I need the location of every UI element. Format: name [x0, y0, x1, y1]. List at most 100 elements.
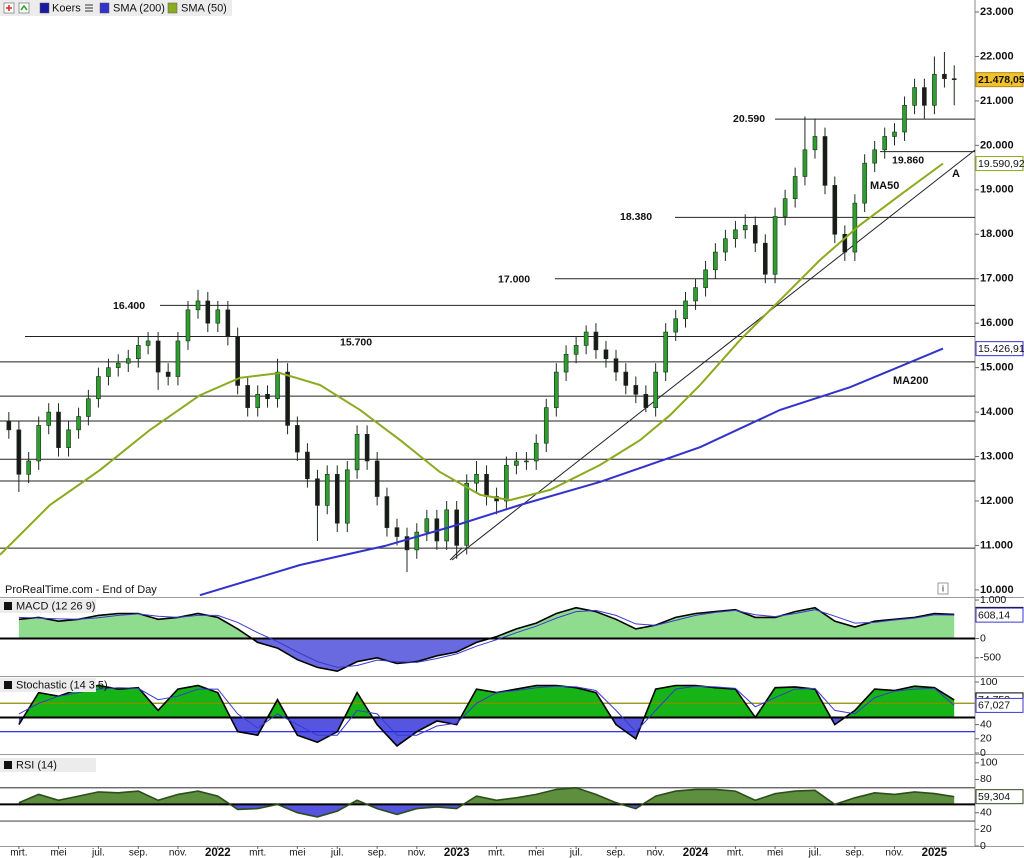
- candle-body: [315, 478, 320, 506]
- candle-body: [862, 162, 867, 204]
- moving-average-line: [0, 162, 944, 556]
- x-tick-label: mei: [528, 848, 544, 858]
- candle-body: [673, 318, 679, 333]
- y-tick-label: 20: [980, 733, 992, 745]
- candle-body: [145, 340, 151, 346]
- candle-body: [46, 411, 52, 426]
- candle-body: [653, 371, 658, 408]
- candle-body: [285, 371, 290, 426]
- x-tick-label: 2024: [683, 847, 709, 858]
- candle-body: [802, 149, 808, 177]
- candle-body: [175, 340, 181, 377]
- candle-body: [713, 251, 718, 271]
- y-tick-label: 40: [980, 807, 992, 819]
- candle-body: [305, 451, 310, 480]
- source-label: ProRealTime.com - End of Day: [5, 584, 157, 596]
- candle-body: [553, 371, 559, 408]
- x-tick-label: 2025: [922, 847, 948, 858]
- y-tick-label: 20: [980, 823, 992, 835]
- support-level-label: 20.590: [733, 113, 765, 125]
- candle-body: [723, 238, 728, 253]
- last-value-label: 59,304: [978, 791, 1010, 803]
- indicator-line: [18, 685, 955, 736]
- last-value-label: 67,027: [978, 700, 1010, 712]
- candle-body: [603, 349, 609, 360]
- candle-body: [185, 309, 191, 342]
- candle-body: [56, 411, 61, 448]
- last-value-label: 19.590,92: [978, 158, 1024, 170]
- candle-body: [812, 136, 818, 151]
- candle-body: [384, 496, 390, 528]
- settings-icon[interactable]: [18, 2, 30, 14]
- candle-body: [354, 434, 360, 471]
- y-tick-label: 0: [980, 632, 986, 644]
- x-tick-label: jul.: [330, 848, 344, 858]
- y-tick-label: 17.000: [980, 273, 1014, 285]
- info-icon[interactable]: [937, 582, 949, 595]
- y-tick-label: 21.000: [980, 95, 1014, 107]
- panel-title-icon: [4, 761, 12, 769]
- candle-body: [106, 367, 111, 377]
- candle-body: [524, 460, 529, 463]
- x-tick-label: mrt.: [488, 848, 505, 858]
- last-value-label: 15.426,91: [978, 343, 1024, 355]
- list-icon[interactable]: [85, 4, 93, 12]
- candle-body: [66, 429, 71, 448]
- candle-body: [902, 105, 907, 133]
- info-icon-glyph: i: [942, 583, 944, 593]
- annotation: MA200: [893, 375, 928, 387]
- annotation: MA50: [870, 180, 899, 192]
- candle-body: [464, 482, 470, 546]
- y-tick-label: 18.000: [980, 228, 1014, 240]
- support-level-label: 19.860: [892, 154, 924, 166]
- x-tick-label: 2023: [444, 847, 470, 858]
- y-tick-label: 0: [980, 840, 986, 852]
- indicator-area-negative: [230, 804, 643, 817]
- last-value-box: [975, 72, 1024, 88]
- candle-body: [6, 420, 12, 431]
- x-tick-label: mei: [50, 848, 66, 858]
- x-tick-label: mrt.: [10, 848, 27, 858]
- candle-body: [295, 425, 300, 453]
- candle-body: [394, 527, 400, 537]
- candle-body: [573, 345, 579, 355]
- y-tick-label: 100: [980, 757, 998, 769]
- candle-body: [742, 225, 748, 231]
- candle-body: [414, 531, 420, 551]
- x-tick-label: 2022: [205, 847, 231, 858]
- candle-body: [882, 136, 888, 151]
- candle-body: [832, 185, 838, 235]
- x-tick-label: sep.: [368, 848, 387, 858]
- candle-body: [892, 131, 897, 137]
- y-tick-label: 0: [980, 747, 986, 759]
- x-tick-label: jul.: [569, 848, 583, 858]
- y-tick-label: 14.000: [980, 406, 1014, 418]
- candle-body: [752, 225, 758, 244]
- candle-body: [922, 87, 927, 106]
- last-value-box: [975, 697, 1024, 713]
- y-tick-label: 10.000: [980, 584, 1014, 596]
- y-tick-label: 20.000: [980, 139, 1014, 151]
- last-value-box: [975, 607, 1024, 623]
- candle-body: [324, 474, 330, 506]
- panel-title-icon: [4, 681, 12, 689]
- candle-body: [424, 518, 430, 533]
- candle-body: [643, 393, 649, 408]
- candle-body: [932, 73, 937, 106]
- candle-body: [96, 376, 101, 400]
- panel-title-bg: [0, 599, 96, 613]
- candle-body: [374, 460, 380, 497]
- support-level-label: 17.000: [498, 273, 530, 285]
- x-tick-label: sep.: [607, 848, 626, 858]
- candle-body: [225, 309, 231, 337]
- candle-body: [563, 353, 569, 373]
- y-tick-label: 22.000: [980, 50, 1014, 62]
- x-tick-label: nov.: [408, 848, 426, 858]
- candle-body: [942, 73, 947, 79]
- y-tick-label: 100: [980, 676, 998, 688]
- candle-body: [951, 78, 957, 80]
- candle-body: [703, 269, 708, 288]
- candle-body: [633, 385, 639, 395]
- y-tick-label: 11.000: [980, 539, 1013, 551]
- candle-body: [334, 474, 340, 524]
